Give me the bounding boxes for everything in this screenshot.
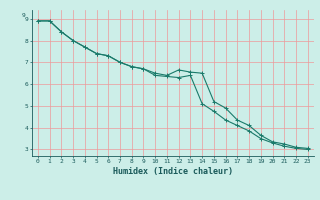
- X-axis label: Humidex (Indice chaleur): Humidex (Indice chaleur): [113, 167, 233, 176]
- Text: 9: 9: [22, 13, 26, 18]
